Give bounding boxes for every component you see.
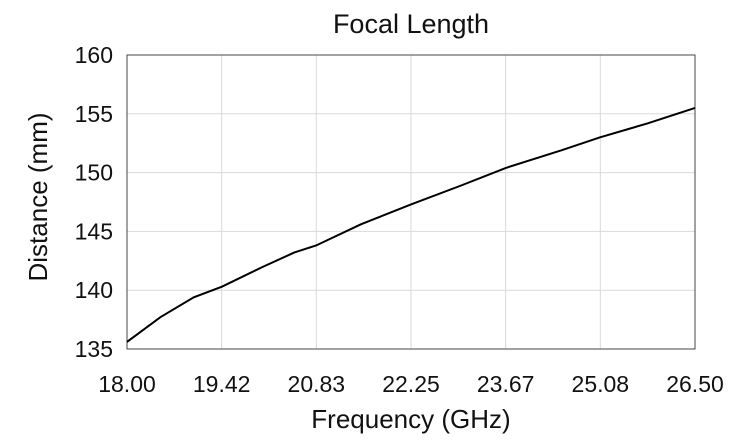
y-tick-label: 150 xyxy=(75,160,113,186)
x-tick-label: 26.50 xyxy=(666,371,724,397)
y-tick-label: 135 xyxy=(75,336,113,362)
y-tick-labels: 135 140 145 150 155 160 xyxy=(75,42,113,362)
x-tick-label: 23.67 xyxy=(477,371,535,397)
series-layer xyxy=(126,106,696,343)
x-axis-title: Frequency (GHz) xyxy=(311,404,510,434)
y-axis-title: Distance (mm) xyxy=(23,112,53,281)
x-tick-label: 19.42 xyxy=(193,371,251,397)
series-line xyxy=(126,106,696,343)
x-tick-labels: 18.00 19.42 20.83 22.25 23.67 25.08 26.50 xyxy=(98,371,724,397)
y-tick-label: 140 xyxy=(75,277,113,303)
grid-layer xyxy=(127,55,695,349)
x-tick-label: 18.00 xyxy=(98,371,156,397)
chart-title: Focal Length xyxy=(333,9,489,39)
x-tick-label: 25.08 xyxy=(572,371,630,397)
y-tick-label: 160 xyxy=(75,42,113,68)
y-tick-label: 155 xyxy=(75,101,113,127)
plot-frame xyxy=(126,54,696,350)
x-tick-label: 22.25 xyxy=(382,371,440,397)
x-tick-label: 20.83 xyxy=(288,371,346,397)
y-tick-label: 145 xyxy=(75,218,113,244)
